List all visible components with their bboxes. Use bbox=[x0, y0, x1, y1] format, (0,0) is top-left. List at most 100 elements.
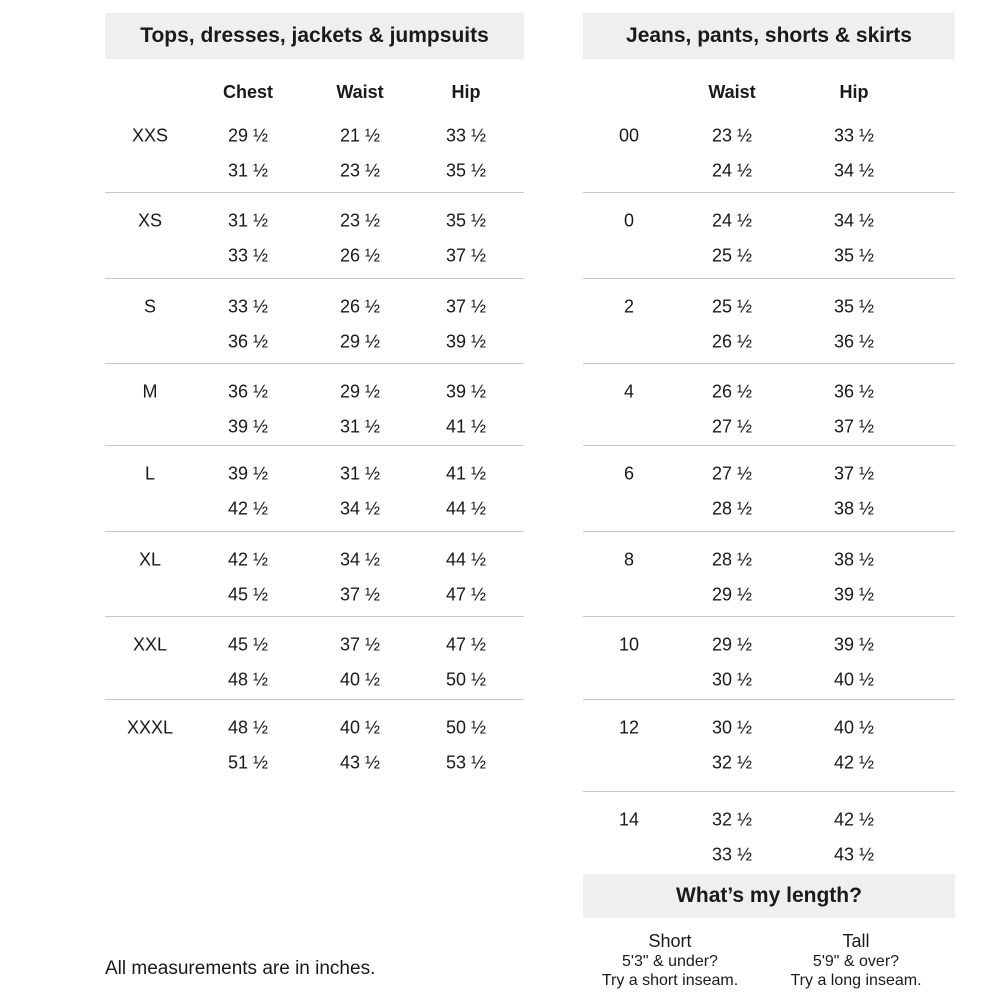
waist-min-value: 25 ½ bbox=[711, 296, 753, 317]
waist-max-value: 29 ½ bbox=[339, 331, 381, 352]
waist-max-value: 25 ½ bbox=[711, 245, 753, 266]
tops-header-row: Chest Waist Hip bbox=[105, 59, 524, 116]
chest-max-value: 39 ½ bbox=[227, 416, 269, 437]
hip-min-value: 41 ½ bbox=[445, 463, 487, 484]
size-row: XS 31 ½ 33 ½ 23 ½ 26 ½ 35 ½ 37 ½ bbox=[105, 192, 524, 278]
length-tall-height: 5'9" & over? bbox=[812, 953, 900, 970]
size-row: XXS 29 ½ 31 ½ 21 ½ 23 ½ 33 ½ 35 ½ bbox=[105, 116, 524, 192]
tops-table-body: XXS 29 ½ 31 ½ 21 ½ 23 ½ 33 ½ 35 ½ XS 31 ½ 33 ½ 23 … bbox=[105, 116, 524, 790]
hip-max-value: 36 ½ bbox=[833, 331, 875, 352]
length-short: Short 5'3" & under? Try a short inseam. bbox=[602, 930, 738, 990]
tops-size-table: Tops, dresses, jackets & jumpsuits Chest… bbox=[105, 13, 524, 790]
length-section: What’s my length? Short 5'3" & under? Tr… bbox=[583, 874, 955, 998]
size-row: XL 42 ½ 45 ½ 34 ½ 37 ½ 44 ½ 47 ½ bbox=[105, 531, 524, 616]
size-label: 14 bbox=[618, 809, 640, 830]
size-label: 10 bbox=[618, 634, 640, 655]
waist-min-value: 40 ½ bbox=[339, 717, 381, 738]
size-label: 2 bbox=[623, 296, 635, 317]
hip-max-value: 47 ½ bbox=[445, 584, 487, 605]
size-label: XS bbox=[137, 210, 163, 231]
size-row: 4 26 ½ 27 ½ 36 ½ 37 ½ bbox=[583, 363, 955, 445]
waist-max-value: 30 ½ bbox=[711, 669, 753, 690]
size-row: 00 23 ½ 24 ½ 33 ½ 34 ½ bbox=[583, 116, 955, 192]
size-label: 8 bbox=[623, 549, 635, 570]
hip-max-value: 40 ½ bbox=[833, 669, 875, 690]
waist-min-value: 32 ½ bbox=[711, 809, 753, 830]
waist-min-value: 37 ½ bbox=[339, 634, 381, 655]
size-label: XXS bbox=[131, 125, 169, 146]
waist-max-value: 33 ½ bbox=[711, 844, 753, 865]
waist-max-value: 40 ½ bbox=[339, 669, 381, 690]
size-row: 2 25 ½ 26 ½ 35 ½ 36 ½ bbox=[583, 278, 955, 363]
chest-max-value: 33 ½ bbox=[227, 245, 269, 266]
size-label: 6 bbox=[623, 463, 635, 484]
length-short-label: Short bbox=[648, 931, 692, 951]
waist-max-value: 26 ½ bbox=[339, 245, 381, 266]
hip-min-value: 39 ½ bbox=[445, 381, 487, 402]
waist-max-value: 26 ½ bbox=[711, 331, 753, 352]
waist-max-value: 23 ½ bbox=[339, 160, 381, 181]
waist-max-value: 27 ½ bbox=[711, 416, 753, 437]
size-row: S 33 ½ 36 ½ 26 ½ 29 ½ 37 ½ 39 ½ bbox=[105, 278, 524, 363]
hip-min-value: 33 ½ bbox=[445, 125, 487, 146]
hip-max-value: 44 ½ bbox=[445, 498, 487, 519]
bottoms-table-body: 00 23 ½ 24 ½ 33 ½ 34 ½ 0 24 ½ 25 ½ 34 ½ 35 ½ 2 25 ½… bbox=[583, 116, 955, 874]
size-label: 00 bbox=[618, 125, 640, 146]
hip-min-value: 35 ½ bbox=[445, 210, 487, 231]
chest-min-value: 31 ½ bbox=[227, 210, 269, 231]
chest-min-value: 39 ½ bbox=[227, 463, 269, 484]
size-label: M bbox=[142, 381, 158, 402]
hip-max-value: 35 ½ bbox=[833, 245, 875, 266]
hip-min-value: 33 ½ bbox=[833, 125, 875, 146]
size-label: 12 bbox=[618, 717, 640, 738]
waist-max-value: 29 ½ bbox=[711, 584, 753, 605]
size-label: 0 bbox=[623, 210, 635, 231]
size-row: 14 32 ½ 33 ½ 42 ½ 43 ½ bbox=[583, 791, 955, 874]
hip-max-value: 37 ½ bbox=[445, 245, 487, 266]
bottoms-size-table: Jeans, pants, shorts & skirts Waist Hip … bbox=[583, 13, 955, 874]
chest-max-value: 31 ½ bbox=[227, 160, 269, 181]
waist-max-value: 31 ½ bbox=[339, 416, 381, 437]
waist-min-value: 28 ½ bbox=[711, 549, 753, 570]
waist-min-value: 29 ½ bbox=[711, 634, 753, 655]
chest-min-value: 33 ½ bbox=[227, 296, 269, 317]
size-label: XXXL bbox=[126, 717, 174, 738]
hip-min-value: 35 ½ bbox=[833, 296, 875, 317]
hip-min-value: 38 ½ bbox=[833, 549, 875, 570]
waist-min-value: 21 ½ bbox=[339, 125, 381, 146]
waist-min-value: 31 ½ bbox=[339, 463, 381, 484]
waist-min-value: 24 ½ bbox=[711, 210, 753, 231]
size-row: 10 29 ½ 30 ½ 39 ½ 40 ½ bbox=[583, 616, 955, 699]
size-row: 0 24 ½ 25 ½ 34 ½ 35 ½ bbox=[583, 192, 955, 278]
size-row: XXL 45 ½ 48 ½ 37 ½ 40 ½ 47 ½ 50 ½ bbox=[105, 616, 524, 699]
waist-min-value: 23 ½ bbox=[339, 210, 381, 231]
size-label: XL bbox=[138, 549, 162, 570]
hip-min-value: 34 ½ bbox=[833, 210, 875, 231]
waist-max-value: 24 ½ bbox=[711, 160, 753, 181]
waist-max-value: 37 ½ bbox=[339, 584, 381, 605]
waist-header: Waist bbox=[708, 82, 756, 102]
waist-max-value: 34 ½ bbox=[339, 498, 381, 519]
hip-max-value: 50 ½ bbox=[445, 669, 487, 690]
waist-min-value: 34 ½ bbox=[339, 549, 381, 570]
hip-max-value: 34 ½ bbox=[833, 160, 875, 181]
length-tall: Tall 5'9" & over? Try a long inseam. bbox=[790, 930, 921, 990]
length-title: What’s my length? bbox=[583, 874, 955, 918]
measurement-footnote: All measurements are in inches. bbox=[105, 958, 376, 979]
waist-min-value: 23 ½ bbox=[711, 125, 753, 146]
bottoms-table-title: Jeans, pants, shorts & skirts bbox=[583, 13, 955, 59]
length-short-height: 5'3" & under? bbox=[622, 953, 718, 970]
size-row: XXXL 48 ½ 51 ½ 40 ½ 43 ½ 50 ½ 53 ½ bbox=[105, 699, 524, 790]
chest-max-value: 48 ½ bbox=[227, 669, 269, 690]
chest-min-value: 36 ½ bbox=[227, 381, 269, 402]
hip-min-value: 37 ½ bbox=[833, 463, 875, 484]
hip-max-value: 39 ½ bbox=[833, 584, 875, 605]
waist-header: Waist bbox=[336, 82, 384, 102]
chest-max-value: 51 ½ bbox=[227, 752, 269, 773]
waist-max-value: 43 ½ bbox=[339, 752, 381, 773]
size-row: M 36 ½ 39 ½ 29 ½ 31 ½ 39 ½ 41 ½ bbox=[105, 363, 524, 445]
hip-min-value: 50 ½ bbox=[445, 717, 487, 738]
hip-max-value: 41 ½ bbox=[445, 416, 487, 437]
hip-max-value: 43 ½ bbox=[833, 844, 875, 865]
hip-max-value: 35 ½ bbox=[445, 160, 487, 181]
